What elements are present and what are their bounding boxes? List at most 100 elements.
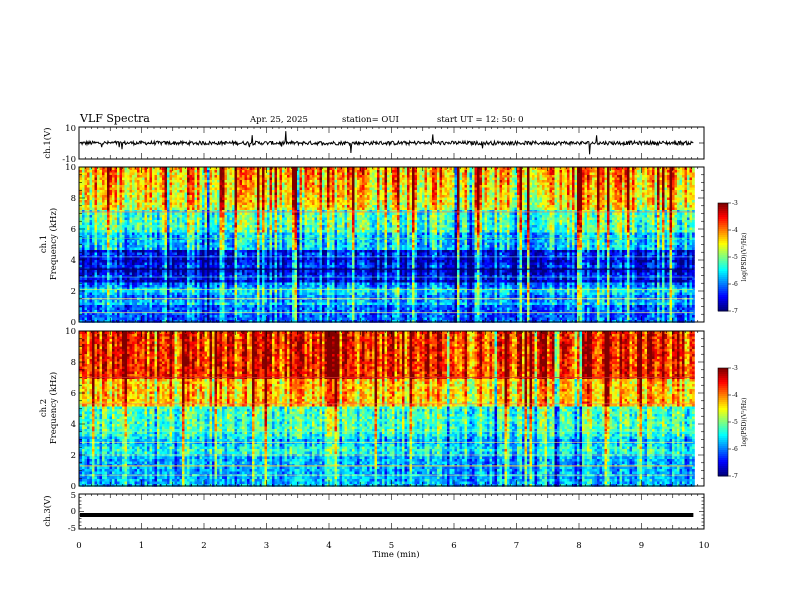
spectrogram-cell	[652, 202, 655, 206]
spectrogram-cell	[227, 212, 230, 216]
spectrogram-cell	[194, 170, 198, 173]
spectrogram-cell	[362, 212, 365, 216]
spectrogram-cell	[352, 207, 355, 211]
spectrogram-cell	[479, 180, 483, 183]
spectrogram-cell	[474, 175, 478, 178]
spectrogram-cell	[674, 207, 678, 211]
spectrogram-cell	[302, 185, 305, 188]
spectrogram-cell	[212, 170, 215, 173]
spectrogram-cell	[584, 212, 588, 216]
spectrogram-cell	[202, 215, 205, 218]
spectrogram-cell	[107, 180, 110, 183]
spectrogram-cell	[232, 172, 235, 176]
spectrogram-cell	[612, 195, 615, 198]
spectrogram-cell	[427, 172, 430, 176]
spectrogram-cell	[272, 215, 275, 218]
spectrogram-cell	[484, 167, 488, 171]
spectrogram-cell	[642, 205, 645, 208]
spectrogram-cell	[162, 190, 165, 193]
spectrogram-cell	[427, 200, 430, 203]
spectrogram-cell	[674, 185, 678, 188]
spectrogram-cell	[672, 175, 675, 178]
spectrogram-cell	[414, 210, 418, 213]
spectrogram-cell	[317, 175, 320, 178]
spectrogram-cell	[494, 177, 498, 181]
spectrogram-cell	[397, 177, 400, 181]
spectrogram-cell	[522, 202, 525, 206]
spectrogram-cell	[564, 195, 568, 198]
spectrogram-cell	[182, 190, 185, 193]
spectrogram-cell	[274, 190, 278, 193]
spectrogram-cell	[639, 177, 643, 181]
spectrogram-cell	[464, 185, 468, 188]
spectrogram-cell	[119, 197, 123, 201]
spectrogram-cell	[682, 200, 685, 203]
spectrogram-cell	[172, 197, 175, 201]
spectrogram-cell	[409, 175, 413, 178]
spectrogram-cell	[582, 175, 585, 178]
spectrogram-cell	[344, 207, 348, 211]
spectrogram-cell	[332, 185, 335, 188]
spectrogram-cell	[304, 167, 308, 171]
spectrogram-cell	[97, 207, 100, 211]
spectrogram-cell	[212, 197, 215, 201]
spectrogram-cell	[307, 182, 310, 186]
spectrogram-cell	[592, 197, 595, 201]
spectrogram-cell	[339, 207, 343, 211]
spectrogram-cell	[432, 182, 435, 186]
spectrogram-cell	[424, 180, 428, 183]
spectrogram-cell	[397, 175, 400, 178]
spectrogram-cell	[394, 200, 398, 203]
spectrogram-cell	[179, 172, 183, 176]
spectrogram-cell	[464, 190, 468, 193]
spectrogram-cell	[249, 210, 253, 213]
spectrogram-cell	[534, 175, 538, 178]
spectrogram-cell	[629, 180, 633, 183]
spectrogram-cell	[259, 207, 263, 211]
spectrogram-cell	[107, 200, 110, 203]
spectrogram-cell	[677, 195, 680, 198]
spectrogram-cell	[394, 175, 398, 178]
spectrogram-cell	[129, 197, 133, 201]
spectrogram-cell	[277, 197, 280, 201]
spectrogram-cell	[482, 182, 485, 186]
spectrogram-cell	[92, 195, 95, 198]
spectrogram-cell	[654, 190, 658, 193]
spectrogram-cell	[362, 200, 365, 203]
spectrogram-cell	[337, 205, 340, 208]
spectrogram-cell	[214, 167, 218, 171]
spectrogram-cell	[162, 182, 165, 186]
spectrogram-cell	[502, 170, 505, 173]
spectrogram-cell	[299, 180, 303, 183]
spectrogram-cell	[287, 170, 290, 173]
spectrogram-cell	[82, 185, 85, 188]
spectrogram-cell	[449, 175, 453, 178]
spectrogram-cell	[649, 170, 653, 173]
spectrogram-cell	[242, 192, 245, 196]
spectrogram-cell	[667, 207, 670, 211]
spectrogram-cell	[354, 167, 358, 171]
spectrogram-cell	[284, 172, 288, 176]
spectrogram-cell	[532, 172, 535, 176]
spectrogram-cell	[532, 195, 535, 198]
spectrogram-cell	[419, 212, 423, 216]
spectrogram-cell	[449, 182, 453, 186]
spectrogram-cell	[639, 180, 643, 183]
spectrogram-cell	[662, 167, 665, 171]
spectrogram-cell	[622, 210, 625, 213]
spectrogram-cell	[389, 167, 393, 171]
spectrogram-cell	[637, 180, 640, 183]
spectrogram-cell	[589, 192, 593, 196]
spectrogram-cell	[667, 202, 670, 206]
spectrogram-cell	[347, 200, 350, 203]
spectrogram-cell	[554, 205, 558, 208]
spectrogram-cell	[132, 200, 135, 203]
spectrogram-cell	[237, 167, 240, 171]
spectrogram-cell	[162, 207, 165, 211]
spectrogram-cell	[639, 210, 643, 213]
spectrogram-cell	[627, 195, 630, 198]
spectrogram-cell	[674, 175, 678, 178]
spectrogram-cell	[184, 195, 188, 198]
spectrogram-cell	[604, 205, 608, 208]
spectrogram-cell	[677, 170, 680, 173]
